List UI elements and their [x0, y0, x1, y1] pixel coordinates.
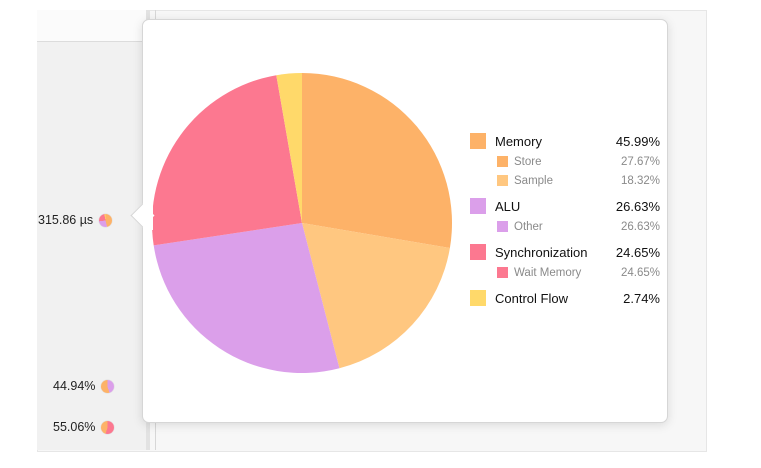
sidebar-value-row[interactable]: 44.94%: [53, 379, 115, 393]
pie-chart-popover: Memory 45.99% Store 27.67% Sample 18.32% ALU 26…: [142, 19, 668, 423]
legend-swatch: [497, 156, 508, 167]
legend-label: Synchronization: [495, 244, 588, 260]
legend-item-store: Store 27.67%: [470, 152, 660, 171]
legend-percentage: 45.99%: [615, 133, 660, 149]
popover-arrow-mask: [143, 200, 153, 230]
legend-label: Wait Memory: [514, 266, 582, 279]
legend-item-other: Other 26.63%: [470, 217, 660, 236]
sidebar-value-label: 55.06%: [53, 420, 96, 434]
legend-percentage: 18.32%: [620, 174, 660, 187]
legend-label: Memory: [495, 133, 542, 149]
legend-swatch: [470, 133, 486, 149]
legend-label: Control Flow: [495, 290, 568, 306]
legend-item-wait-memory: Wait Memory 24.65%: [470, 263, 660, 282]
sidebar-value-row[interactable]: 315.86 µs: [38, 213, 113, 227]
legend-percentage: 27.67%: [620, 155, 660, 168]
legend-swatch: [497, 267, 508, 278]
legend-percentage: 24.65%: [615, 244, 660, 260]
legend-percentage: 24.65%: [620, 266, 660, 279]
legend-percentage: 26.63%: [615, 198, 660, 214]
legend-label: Store: [514, 155, 542, 168]
pie-slice-wait-memory[interactable]: [152, 75, 302, 246]
legend-percentage: 2.74%: [623, 290, 660, 306]
sidebar-value-label: 315.86 µs: [38, 213, 94, 227]
pie-chart: [152, 73, 453, 373]
background-header-strip: [37, 10, 147, 42]
legend-label: Sample: [514, 174, 553, 187]
mini-pie-icon[interactable]: [99, 213, 113, 227]
legend-label: ALU: [495, 198, 521, 214]
background-sidebar-column: [37, 42, 149, 450]
mini-pie-icon[interactable]: [101, 420, 115, 434]
legend-label: Other: [514, 220, 543, 233]
mini-pie-icon[interactable]: [101, 379, 115, 393]
legend-item-sample: Sample 18.32%: [470, 171, 660, 190]
legend-item-control-flow: Control Flow 2.74%: [470, 287, 660, 309]
pie-slice-control-flow[interactable]: [276, 73, 302, 223]
legend-item-alu: ALU 26.63%: [470, 195, 660, 217]
legend-percentage: 26.63%: [620, 220, 660, 233]
legend-swatch: [497, 175, 508, 186]
legend-item-synchronization: Synchronization 24.65%: [470, 241, 660, 263]
legend-swatch: [470, 290, 486, 306]
legend-item-memory: Memory 45.99%: [470, 130, 660, 152]
sidebar-value-row[interactable]: 55.06%: [53, 420, 115, 434]
pie-slice-other[interactable]: [153, 223, 340, 373]
legend-swatch: [470, 244, 486, 260]
legend-swatch: [470, 198, 486, 214]
pie-slice-store[interactable]: [302, 73, 453, 249]
chart-legend: Memory 45.99% Store 27.67% Sample 18.32% ALU 26…: [470, 130, 660, 309]
sidebar-value-label: 44.94%: [53, 379, 96, 393]
legend-swatch: [497, 221, 508, 232]
pie-slice-sample[interactable]: [302, 223, 450, 369]
